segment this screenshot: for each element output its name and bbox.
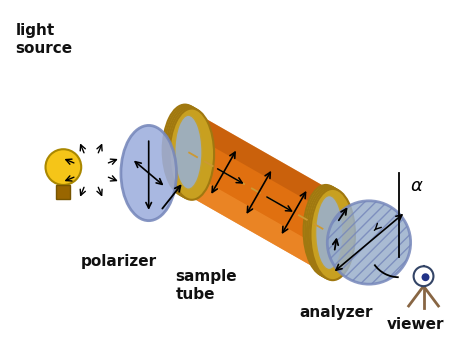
FancyBboxPatch shape (56, 185, 70, 199)
Ellipse shape (174, 115, 203, 190)
Ellipse shape (303, 185, 348, 276)
Ellipse shape (327, 201, 410, 284)
Ellipse shape (315, 195, 344, 270)
Ellipse shape (305, 186, 350, 277)
Text: viewer: viewer (387, 317, 444, 332)
Ellipse shape (307, 187, 352, 278)
Polygon shape (170, 119, 348, 265)
Ellipse shape (164, 105, 209, 197)
Text: light
source: light source (16, 23, 73, 56)
Ellipse shape (170, 109, 214, 200)
Text: sample
tube: sample tube (175, 269, 237, 302)
Ellipse shape (168, 108, 212, 199)
Ellipse shape (163, 105, 207, 196)
Ellipse shape (309, 188, 353, 279)
Text: polarizer: polarizer (81, 255, 157, 269)
Circle shape (414, 266, 433, 286)
Circle shape (421, 273, 429, 281)
Polygon shape (197, 119, 348, 218)
Text: α: α (410, 177, 422, 195)
Circle shape (46, 149, 81, 185)
Ellipse shape (310, 189, 355, 280)
Text: analyzer: analyzer (300, 305, 373, 320)
Ellipse shape (166, 106, 210, 198)
Polygon shape (170, 167, 321, 265)
Ellipse shape (121, 125, 176, 221)
